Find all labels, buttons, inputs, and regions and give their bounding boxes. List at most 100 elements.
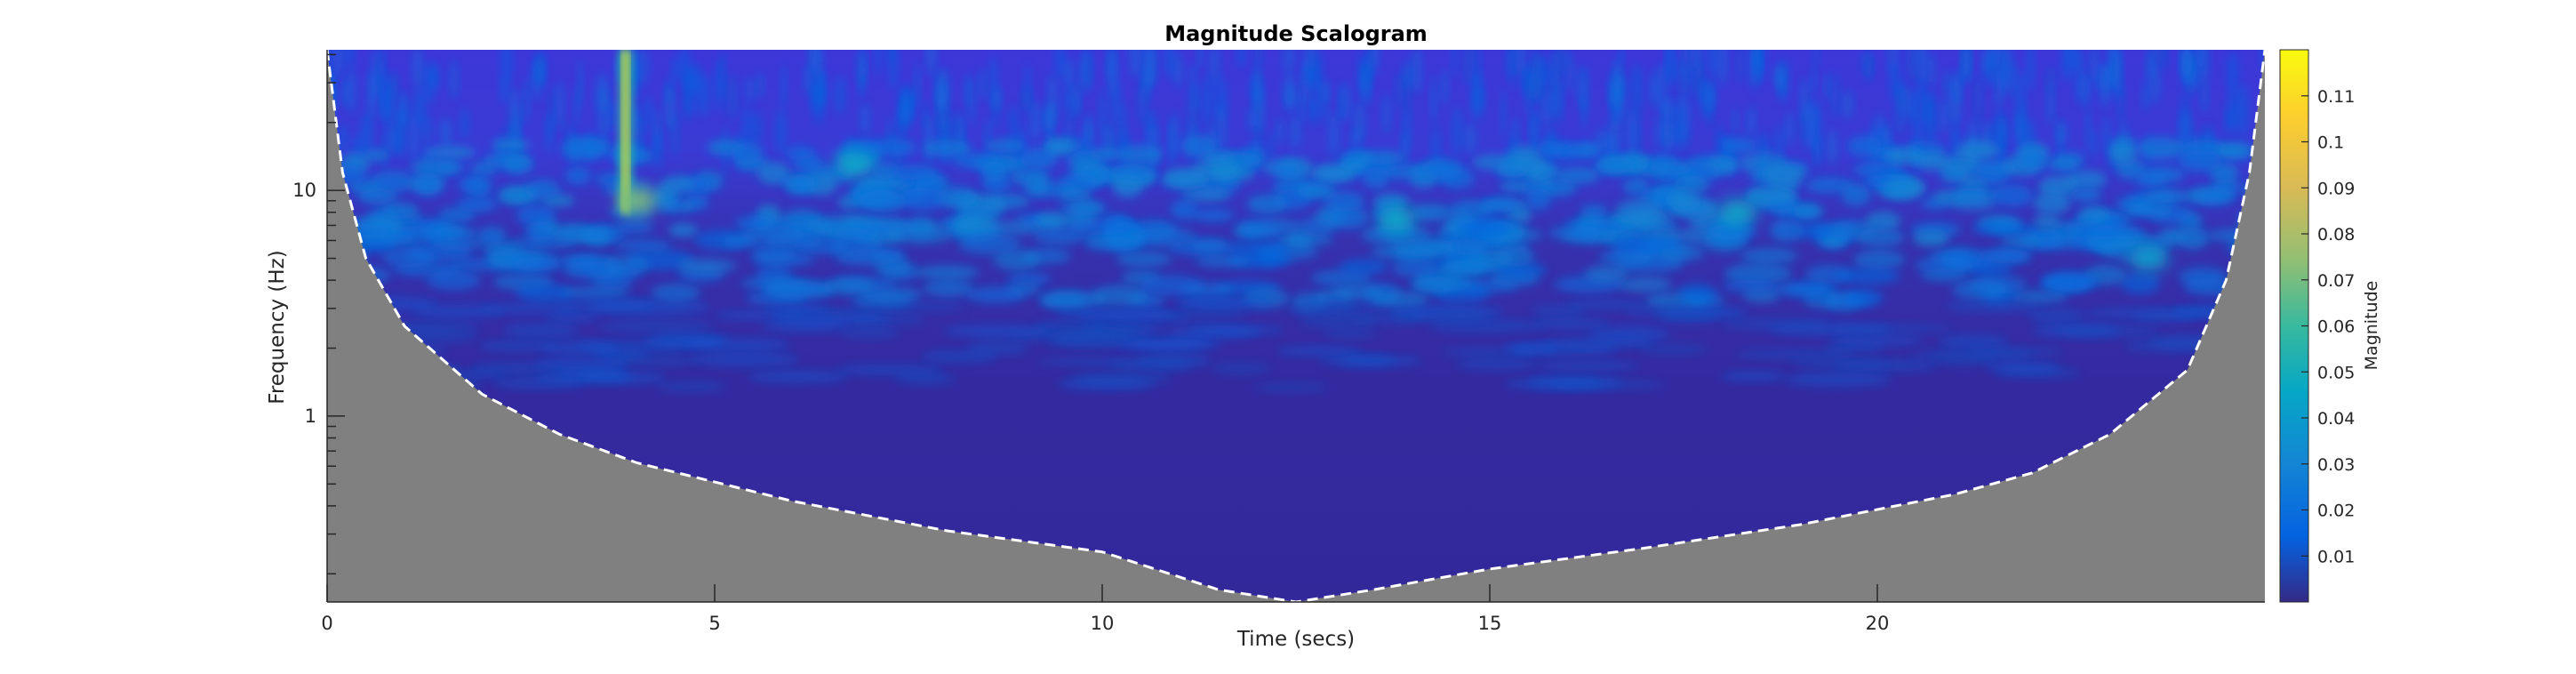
hotspot-mark xyxy=(2129,245,2169,271)
energy-blob xyxy=(2151,50,2164,68)
energy-blob xyxy=(1114,339,1222,350)
energy-blob xyxy=(1044,101,1056,132)
energy-blob xyxy=(1143,50,1156,87)
energy-blob xyxy=(1339,259,1388,275)
energy-blob xyxy=(1563,143,1596,157)
energy-blob xyxy=(1594,156,1636,174)
scalogram-blobs xyxy=(327,50,2265,394)
energy-blob xyxy=(2141,80,2149,112)
energy-blob xyxy=(573,85,580,126)
energy-blob xyxy=(1889,62,1900,100)
energy-blob xyxy=(516,205,556,227)
energy-blob xyxy=(957,233,1021,255)
energy-blob xyxy=(926,50,936,76)
energy-blob xyxy=(835,75,845,115)
energy-blob xyxy=(1396,71,1404,110)
energy-blob xyxy=(1907,50,1918,84)
energy-blob xyxy=(615,238,672,253)
energy-blob xyxy=(1029,100,1042,140)
energy-blob xyxy=(565,166,591,185)
energy-blob xyxy=(1444,237,1487,256)
energy-blob xyxy=(1615,198,1661,222)
energy-blob xyxy=(1942,68,1949,97)
energy-blob xyxy=(596,72,609,111)
energy-blob xyxy=(748,370,848,384)
energy-blob xyxy=(1785,372,1892,388)
energy-blob xyxy=(1720,138,1758,154)
energy-blob xyxy=(653,108,660,154)
energy-blob xyxy=(764,281,835,300)
energy-blob xyxy=(2108,143,2137,164)
energy-blob xyxy=(1736,50,1744,84)
energy-blob xyxy=(1276,117,1284,144)
energy-blob xyxy=(1253,61,1262,112)
energy-blob xyxy=(780,62,788,110)
energy-blob xyxy=(2026,50,2035,92)
energy-blob xyxy=(964,73,970,108)
energy-blob xyxy=(1916,50,1927,85)
energy-blob xyxy=(1392,259,1439,277)
energy-blob xyxy=(1695,51,1702,94)
energy-blob xyxy=(1939,333,2009,349)
energy-blob xyxy=(746,76,755,103)
energy-blob xyxy=(1192,208,1235,222)
energy-blob xyxy=(1709,223,1752,240)
energy-blob xyxy=(1525,187,1551,211)
energy-blob xyxy=(2043,271,2097,292)
energy-blob xyxy=(966,340,1029,356)
energy-blob xyxy=(523,77,530,124)
energy-blob xyxy=(2069,50,2079,72)
energy-blob xyxy=(924,113,935,164)
energy-blob xyxy=(992,85,1002,112)
energy-blob xyxy=(1533,140,1566,158)
energy-blob xyxy=(1300,314,1375,330)
energy-blob xyxy=(1371,291,1429,309)
energy-blob xyxy=(2162,50,2169,71)
energy-blob xyxy=(719,50,726,100)
energy-blob xyxy=(1732,108,1738,134)
energy-blob xyxy=(1740,247,1798,264)
energy-blob xyxy=(1068,217,1133,236)
energy-blob xyxy=(332,50,343,79)
energy-blob xyxy=(457,197,497,213)
energy-blob xyxy=(2083,235,2139,249)
energy-blob xyxy=(1339,84,1345,120)
energy-blob xyxy=(2011,60,2018,104)
energy-blob xyxy=(1856,228,1905,247)
energy-blob xyxy=(1972,262,2012,277)
energy-blob xyxy=(421,114,431,143)
energy-blob xyxy=(1530,304,1587,317)
energy-blob xyxy=(1533,317,1610,330)
energy-blob xyxy=(1576,65,1585,109)
energy-blob xyxy=(616,219,653,234)
energy-blob xyxy=(1283,50,1295,73)
energy-blob xyxy=(535,357,630,369)
energy-blob xyxy=(937,186,977,209)
energy-blob xyxy=(2136,137,2186,160)
energy-blob xyxy=(1667,50,1675,87)
energy-blob xyxy=(1724,262,1793,285)
energy-blob xyxy=(1230,240,1290,256)
energy-blob xyxy=(1995,64,2004,110)
energy-blob xyxy=(1247,107,1257,132)
energy-blob xyxy=(1058,189,1092,202)
energy-blob xyxy=(2148,59,2161,104)
energy-blob xyxy=(1099,89,1107,141)
energy-blob xyxy=(1841,182,1871,206)
energy-blob xyxy=(1932,352,1996,365)
energy-blob xyxy=(2033,214,2061,229)
energy-blob xyxy=(389,72,398,100)
energy-blob xyxy=(1116,144,1163,165)
energy-blob xyxy=(651,283,700,302)
energy-blob xyxy=(1411,277,1459,293)
energy-blob xyxy=(750,111,762,145)
energy-blob xyxy=(2014,97,2028,148)
energy-blob xyxy=(1811,65,1817,96)
energy-blob xyxy=(1508,50,1515,88)
chart-title: Magnitude Scalogram xyxy=(1164,21,1428,46)
energy-blob xyxy=(1189,238,1228,252)
energy-blob xyxy=(1236,218,1303,236)
colorbar-tick-label: 0.07 xyxy=(2317,271,2355,291)
energy-blob xyxy=(1626,108,1638,161)
energy-blob xyxy=(1638,343,1708,355)
